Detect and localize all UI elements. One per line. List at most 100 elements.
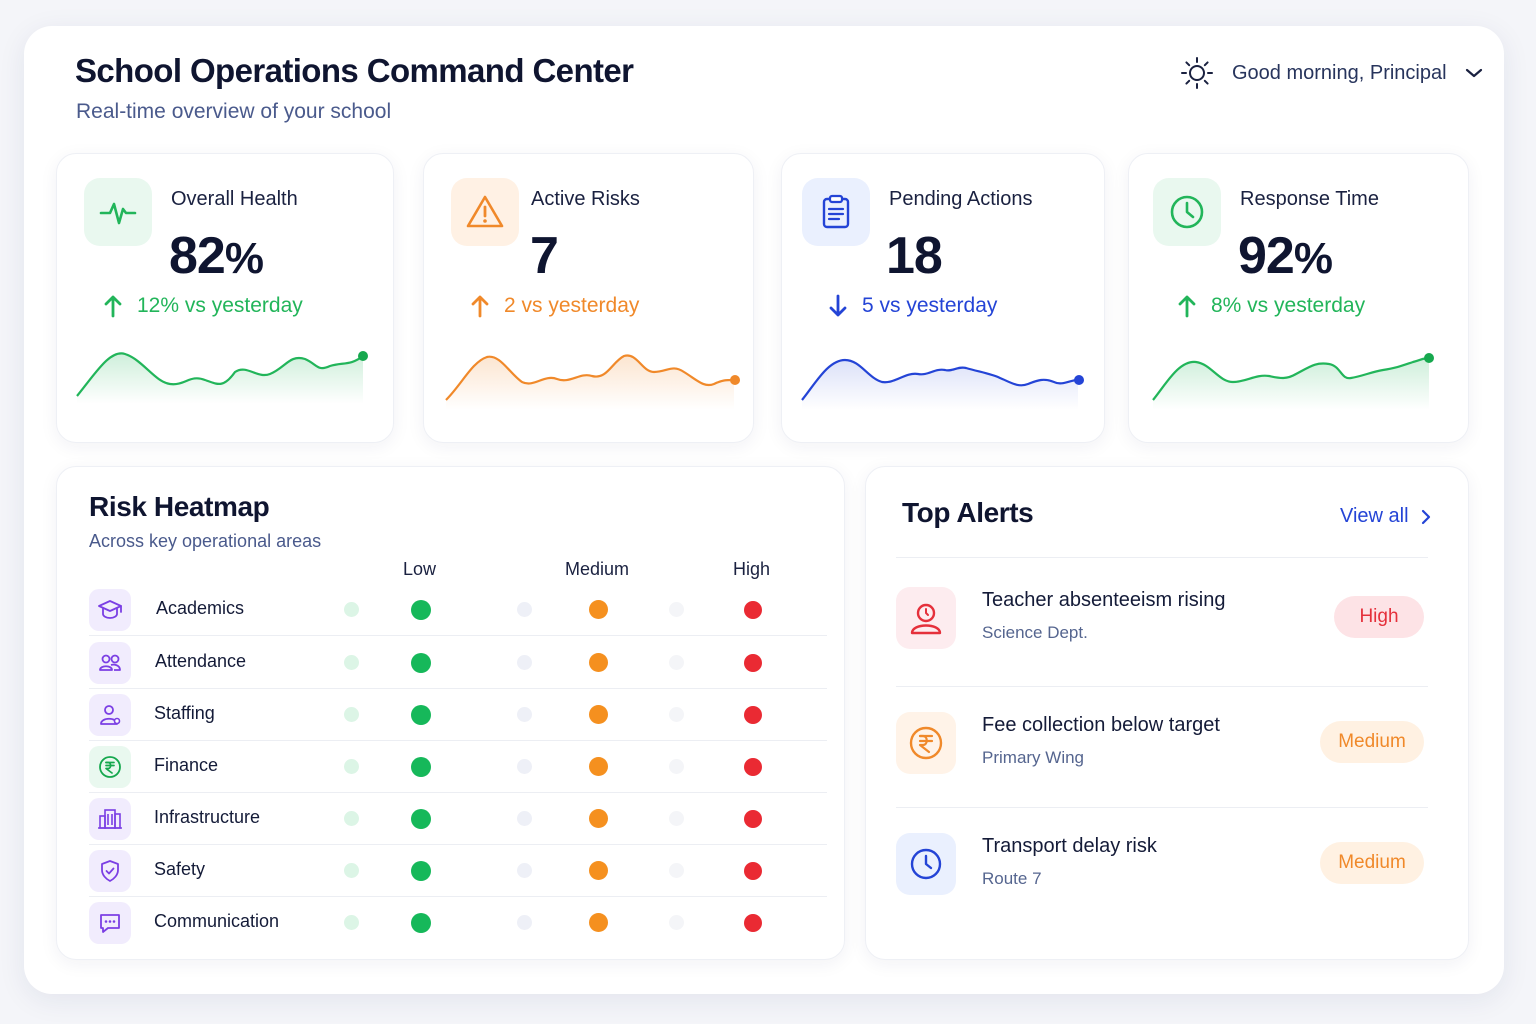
- stat-card-pending-actions[interactable]: Pending Actions 18 5 vs yesterday: [781, 153, 1105, 443]
- chevron-down-icon[interactable]: [1465, 67, 1483, 79]
- high-dot: [744, 914, 762, 932]
- alert-title: Fee collection below target: [982, 714, 1220, 736]
- graduation-cap-icon: [89, 589, 131, 631]
- stat-value: 82%: [169, 227, 264, 285]
- stat-label: Active Risks: [531, 188, 640, 210]
- arrow-up-icon: [471, 295, 489, 318]
- area-name: Attendance: [155, 651, 247, 671]
- area-name: Infrastructure: [154, 807, 261, 827]
- high-dot: [744, 862, 762, 880]
- medium-faint-dot: [517, 915, 532, 930]
- stat-value: 18: [886, 227, 943, 285]
- alert-subtitle: Route 7: [982, 869, 1042, 888]
- page-title: School Operations Command Center: [75, 52, 634, 89]
- teacher-icon: [896, 587, 956, 649]
- sparkline: [801, 358, 1084, 410]
- sparkline: [76, 351, 368, 404]
- medium-faint-dot: [517, 759, 532, 774]
- clipboard-icon: [802, 178, 870, 246]
- low-dot: [411, 809, 431, 829]
- clock-icon: [1153, 178, 1221, 246]
- users-icon: [89, 642, 131, 684]
- area-name: Finance: [154, 755, 219, 775]
- stat-delta: 8% vs yesterday: [1177, 294, 1365, 318]
- stat-card-active-risks[interactable]: Active Risks 7 2 vs yesterday: [423, 153, 754, 443]
- level-medium-header: Medium: [565, 559, 630, 579]
- arrow-up-icon: [104, 295, 122, 318]
- area-name: Academics: [156, 598, 245, 618]
- area-name: Safety: [154, 859, 206, 879]
- low-faint-dot: [344, 915, 359, 930]
- low-dot: [411, 913, 431, 933]
- heatmap-row-finance[interactable]: Finance: [89, 741, 827, 793]
- clock-icon: [896, 833, 956, 895]
- medium-dot: [589, 861, 608, 880]
- warning-icon: [451, 178, 519, 246]
- stat-value: 7: [530, 227, 559, 285]
- high-faint-dot: [669, 915, 684, 930]
- rupee-icon: [896, 712, 956, 774]
- high-faint-dot: [669, 863, 684, 878]
- building-icon: [89, 798, 131, 840]
- stat-label: Response Time: [1240, 188, 1379, 210]
- high-faint-dot: [669, 811, 684, 826]
- sun-icon: [1181, 57, 1213, 89]
- high-dot: [744, 810, 762, 828]
- alert-subtitle: Primary Wing: [982, 748, 1085, 767]
- medium-faint-dot: [517, 602, 532, 617]
- low-dot: [411, 861, 431, 881]
- medium-faint-dot: [517, 811, 532, 826]
- view-all-label: View all: [1340, 505, 1409, 527]
- sparkline: [1152, 353, 1434, 410]
- medium-dot: [589, 705, 608, 724]
- medium-faint-dot: [517, 863, 532, 878]
- risk-heatmap-card: Risk Heatmap Across key operational area…: [56, 466, 845, 960]
- high-dot: [744, 601, 762, 619]
- shield-icon: [89, 850, 131, 892]
- user-menu[interactable]: Good morning, Principal: [1180, 56, 1483, 90]
- stat-card-overall-health[interactable]: Overall Health 82% 12% vs yesterday: [56, 153, 394, 443]
- heatmap-row-infrastructure[interactable]: Infrastructure: [89, 793, 827, 845]
- heatmap-row-staffing[interactable]: Staffing: [89, 689, 827, 741]
- low-faint-dot: [344, 707, 359, 722]
- stat-delta: 5 vs yesterday: [828, 294, 997, 318]
- high-dot: [744, 654, 762, 672]
- level-low-header: Low: [403, 559, 437, 579]
- low-faint-dot: [344, 863, 359, 878]
- alert-subtitle: Science Dept.: [982, 623, 1088, 642]
- user-icon: [89, 694, 131, 736]
- view-all-link[interactable]: View all: [1340, 505, 1431, 528]
- stat-delta: 2 vs yesterday: [470, 294, 639, 318]
- arrow-down-icon: [829, 294, 847, 317]
- greeting-text: Good morning, Principal: [1232, 61, 1447, 84]
- low-dot: [411, 705, 431, 725]
- severity-badge: Medium: [1320, 721, 1424, 763]
- stat-delta: 12% vs yesterday: [103, 294, 303, 318]
- heatmap-row-communication[interactable]: Communication: [89, 897, 827, 949]
- level-high-header: High: [733, 559, 771, 579]
- low-faint-dot: [344, 811, 359, 826]
- low-faint-dot: [344, 759, 359, 774]
- medium-dot: [589, 653, 608, 672]
- heatmap-subtitle: Across key operational areas: [89, 531, 322, 551]
- low-dot: [411, 757, 431, 777]
- chat-icon: [89, 902, 131, 944]
- low-faint-dot: [344, 602, 359, 617]
- stat-card-response-time[interactable]: Response Time 92% 8% vs yesterday: [1128, 153, 1469, 443]
- heartbeat-icon: [84, 178, 152, 246]
- high-dot: [744, 706, 762, 724]
- heatmap-row-safety[interactable]: Safety: [89, 845, 827, 897]
- alerts-title: Top Alerts: [902, 497, 1034, 528]
- low-faint-dot: [344, 655, 359, 670]
- alert-title: Teacher absenteeism rising: [982, 589, 1226, 611]
- heatmap-row-attendance[interactable]: Attendance: [89, 637, 827, 689]
- medium-dot: [589, 600, 608, 619]
- area-name: Communication: [154, 911, 280, 931]
- heatmap-row-academics[interactable]: Academics: [89, 584, 827, 636]
- page-subtitle: Real-time overview of your school: [76, 100, 392, 123]
- medium-dot: [589, 809, 608, 828]
- severity-badge: Medium: [1320, 842, 1424, 884]
- sparkline: [445, 354, 740, 410]
- medium-dot: [589, 757, 608, 776]
- high-dot: [744, 758, 762, 776]
